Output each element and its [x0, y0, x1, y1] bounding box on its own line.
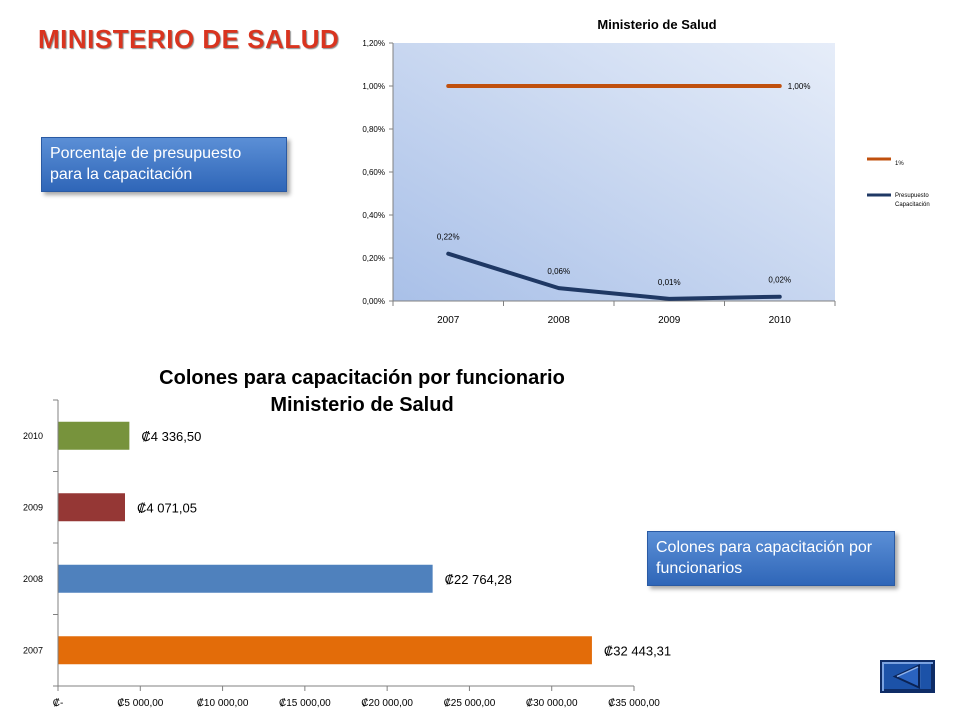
- bar-x-tick-label: ₡10 000,00: [197, 697, 249, 709]
- bar-chart-axes: 2007 2008 2009 2010 ₡- ₡5 000,00 ₡10 000,00 ₡15…: [23, 399, 660, 709]
- line-chart-x-tick-label: 2008: [548, 315, 571, 326]
- callout-budget-percentage: Porcentaje de presupuesto para la capaci…: [41, 137, 287, 192]
- bar-chart: Colones para capacitación por funcionari…: [23, 367, 671, 709]
- bar-2008: [58, 564, 433, 593]
- line-point: [667, 297, 671, 301]
- line-point: [667, 84, 671, 88]
- callout-colones-per-employee: Colones para capacitación por funcionari…: [647, 531, 895, 586]
- bar-x-tick-label: ₡25 000,00: [444, 697, 496, 709]
- line-chart-y-tick-label: 0,80%: [362, 125, 385, 134]
- line-chart-x-axis: 2007 2008 2009 2010: [392, 300, 836, 326]
- back-button[interactable]: [880, 660, 935, 693]
- line-chart-y-tick-label: 1,00%: [362, 82, 385, 91]
- line-point: [446, 84, 450, 88]
- legend-label-one-percent: 1%: [895, 161, 904, 167]
- line-chart-x-tick-label: 2007: [437, 315, 460, 326]
- bar-2007: [58, 636, 592, 665]
- line-chart-plot-area: [393, 43, 835, 301]
- line-point: [557, 286, 561, 290]
- line-chart-y-tick-label: 0,60%: [362, 168, 385, 177]
- bar-x-tick-label: ₡20 000,00: [361, 697, 413, 709]
- bar-y-tick-label: 2008: [23, 574, 43, 584]
- bar-chart-title: Colones para capacitación por funcionari…: [159, 367, 565, 389]
- line-point: [778, 295, 782, 299]
- line-data-label: 0,22%: [437, 233, 460, 242]
- legend-label-presupuesto-line2: Capacitación: [895, 202, 930, 208]
- bar-x-tick-label: ₡30 000,00: [526, 697, 578, 709]
- line-chart-y-tick-label: 1,20%: [362, 39, 385, 48]
- line-chart-title: Ministerio de Salud: [597, 17, 716, 32]
- line-chart-x-tick-label: 2010: [769, 315, 792, 326]
- bar-y-tick-label: 2010: [23, 431, 43, 441]
- page-title: MINISTERIO DE SALUD: [38, 24, 340, 54]
- line-point: [778, 84, 782, 88]
- line-chart-legend: 1% Presupuesto Capacitación: [867, 157, 930, 208]
- legend-label-presupuesto-line1: Presupuesto: [895, 193, 929, 199]
- line-chart: Ministerio de Salud 0,00% 0,20% 0,40% 0,60%…: [362, 17, 930, 326]
- bar-data-label: ₡22 764,28: [445, 572, 512, 587]
- bar-2010: [58, 421, 130, 450]
- bar-y-tick-label: 2007: [23, 645, 43, 655]
- line-data-label: 1,00%: [788, 82, 811, 91]
- bar-chart-subtitle: Ministerio de Salud: [270, 394, 453, 416]
- bar-x-tick-label: ₡5 000,00: [117, 697, 164, 709]
- bar-chart-bars: ₡32 443,31 ₡22 764,28 ₡4 071,05 ₡4 336,50: [58, 421, 671, 665]
- triangle-left-icon: [892, 663, 921, 690]
- line-chart-y-tick-label: 0,20%: [362, 254, 385, 263]
- line-series-presupuesto: [446, 251, 782, 301]
- line-data-label: 0,06%: [547, 267, 570, 276]
- bar-x-tick-label: ₡35 000,00: [608, 697, 660, 709]
- line-chart-series: 1,00% 0,22% 0,06% 0,01% 0,02%: [437, 82, 811, 301]
- line-point: [446, 252, 450, 256]
- bar-x-tick-label: ₡-: [53, 697, 64, 709]
- line-chart-y-tick-label: 0,00%: [362, 297, 385, 306]
- line-chart-y-axis: 0,00% 0,20% 0,40% 0,60% 0,80% 1,00% 1,20%: [362, 39, 394, 306]
- bar-data-label: ₡4 336,50: [141, 429, 201, 444]
- line-chart-x-tick-label: 2009: [658, 315, 681, 326]
- bar-data-label: ₡4 071,05: [137, 500, 197, 515]
- bar-data-label: ₡32 443,31: [604, 643, 671, 658]
- bar-2009: [58, 493, 125, 522]
- bar-y-tick-label: 2009: [23, 502, 43, 512]
- line-point: [557, 84, 561, 88]
- bar-x-tick-label: ₡15 000,00: [279, 697, 331, 709]
- line-chart-y-tick-label: 0,40%: [362, 211, 385, 220]
- line-data-label: 0,01%: [658, 278, 681, 287]
- line-data-label: 0,02%: [768, 276, 791, 285]
